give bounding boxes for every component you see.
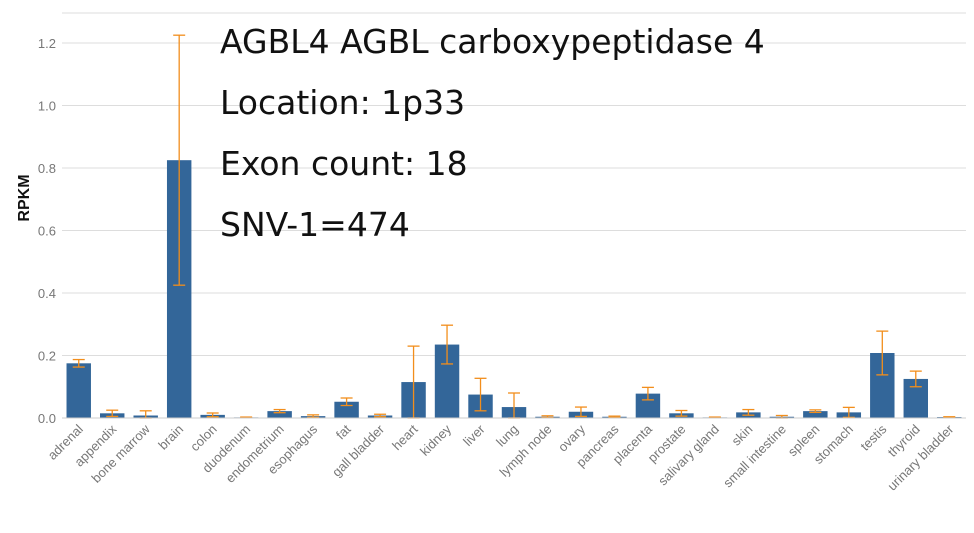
exon-count: Exon count: 18 <box>220 144 468 183</box>
y-tick-label: 0.6 <box>38 224 56 239</box>
bar <box>803 411 828 418</box>
gene-location: Location: 1p33 <box>220 83 466 122</box>
bar <box>66 363 91 418</box>
y-tick-label: 1.2 <box>38 36 56 51</box>
x-tick-label: brain <box>155 422 186 453</box>
bar <box>267 411 292 418</box>
y-tick-label: 0.2 <box>38 349 56 364</box>
x-tick-label: kidney <box>417 421 455 459</box>
y-tick-label: 0.4 <box>38 286 56 301</box>
x-tick-label: lung <box>493 422 521 450</box>
y-tick-label: 0.8 <box>38 161 56 176</box>
x-tick-label: skin <box>729 422 756 449</box>
y-tick-label: 0.0 <box>38 411 56 426</box>
bar <box>334 401 359 418</box>
snv-count: SNV-1=474 <box>220 205 410 244</box>
x-tick-label: fat <box>333 421 354 442</box>
gene-title: AGBL4 AGBL carboxypeptidase 4 <box>220 22 765 61</box>
y-tick-label: 1.0 <box>38 99 56 114</box>
x-tick-label: liver <box>460 421 488 449</box>
y-axis-label: RPKM <box>16 174 33 221</box>
